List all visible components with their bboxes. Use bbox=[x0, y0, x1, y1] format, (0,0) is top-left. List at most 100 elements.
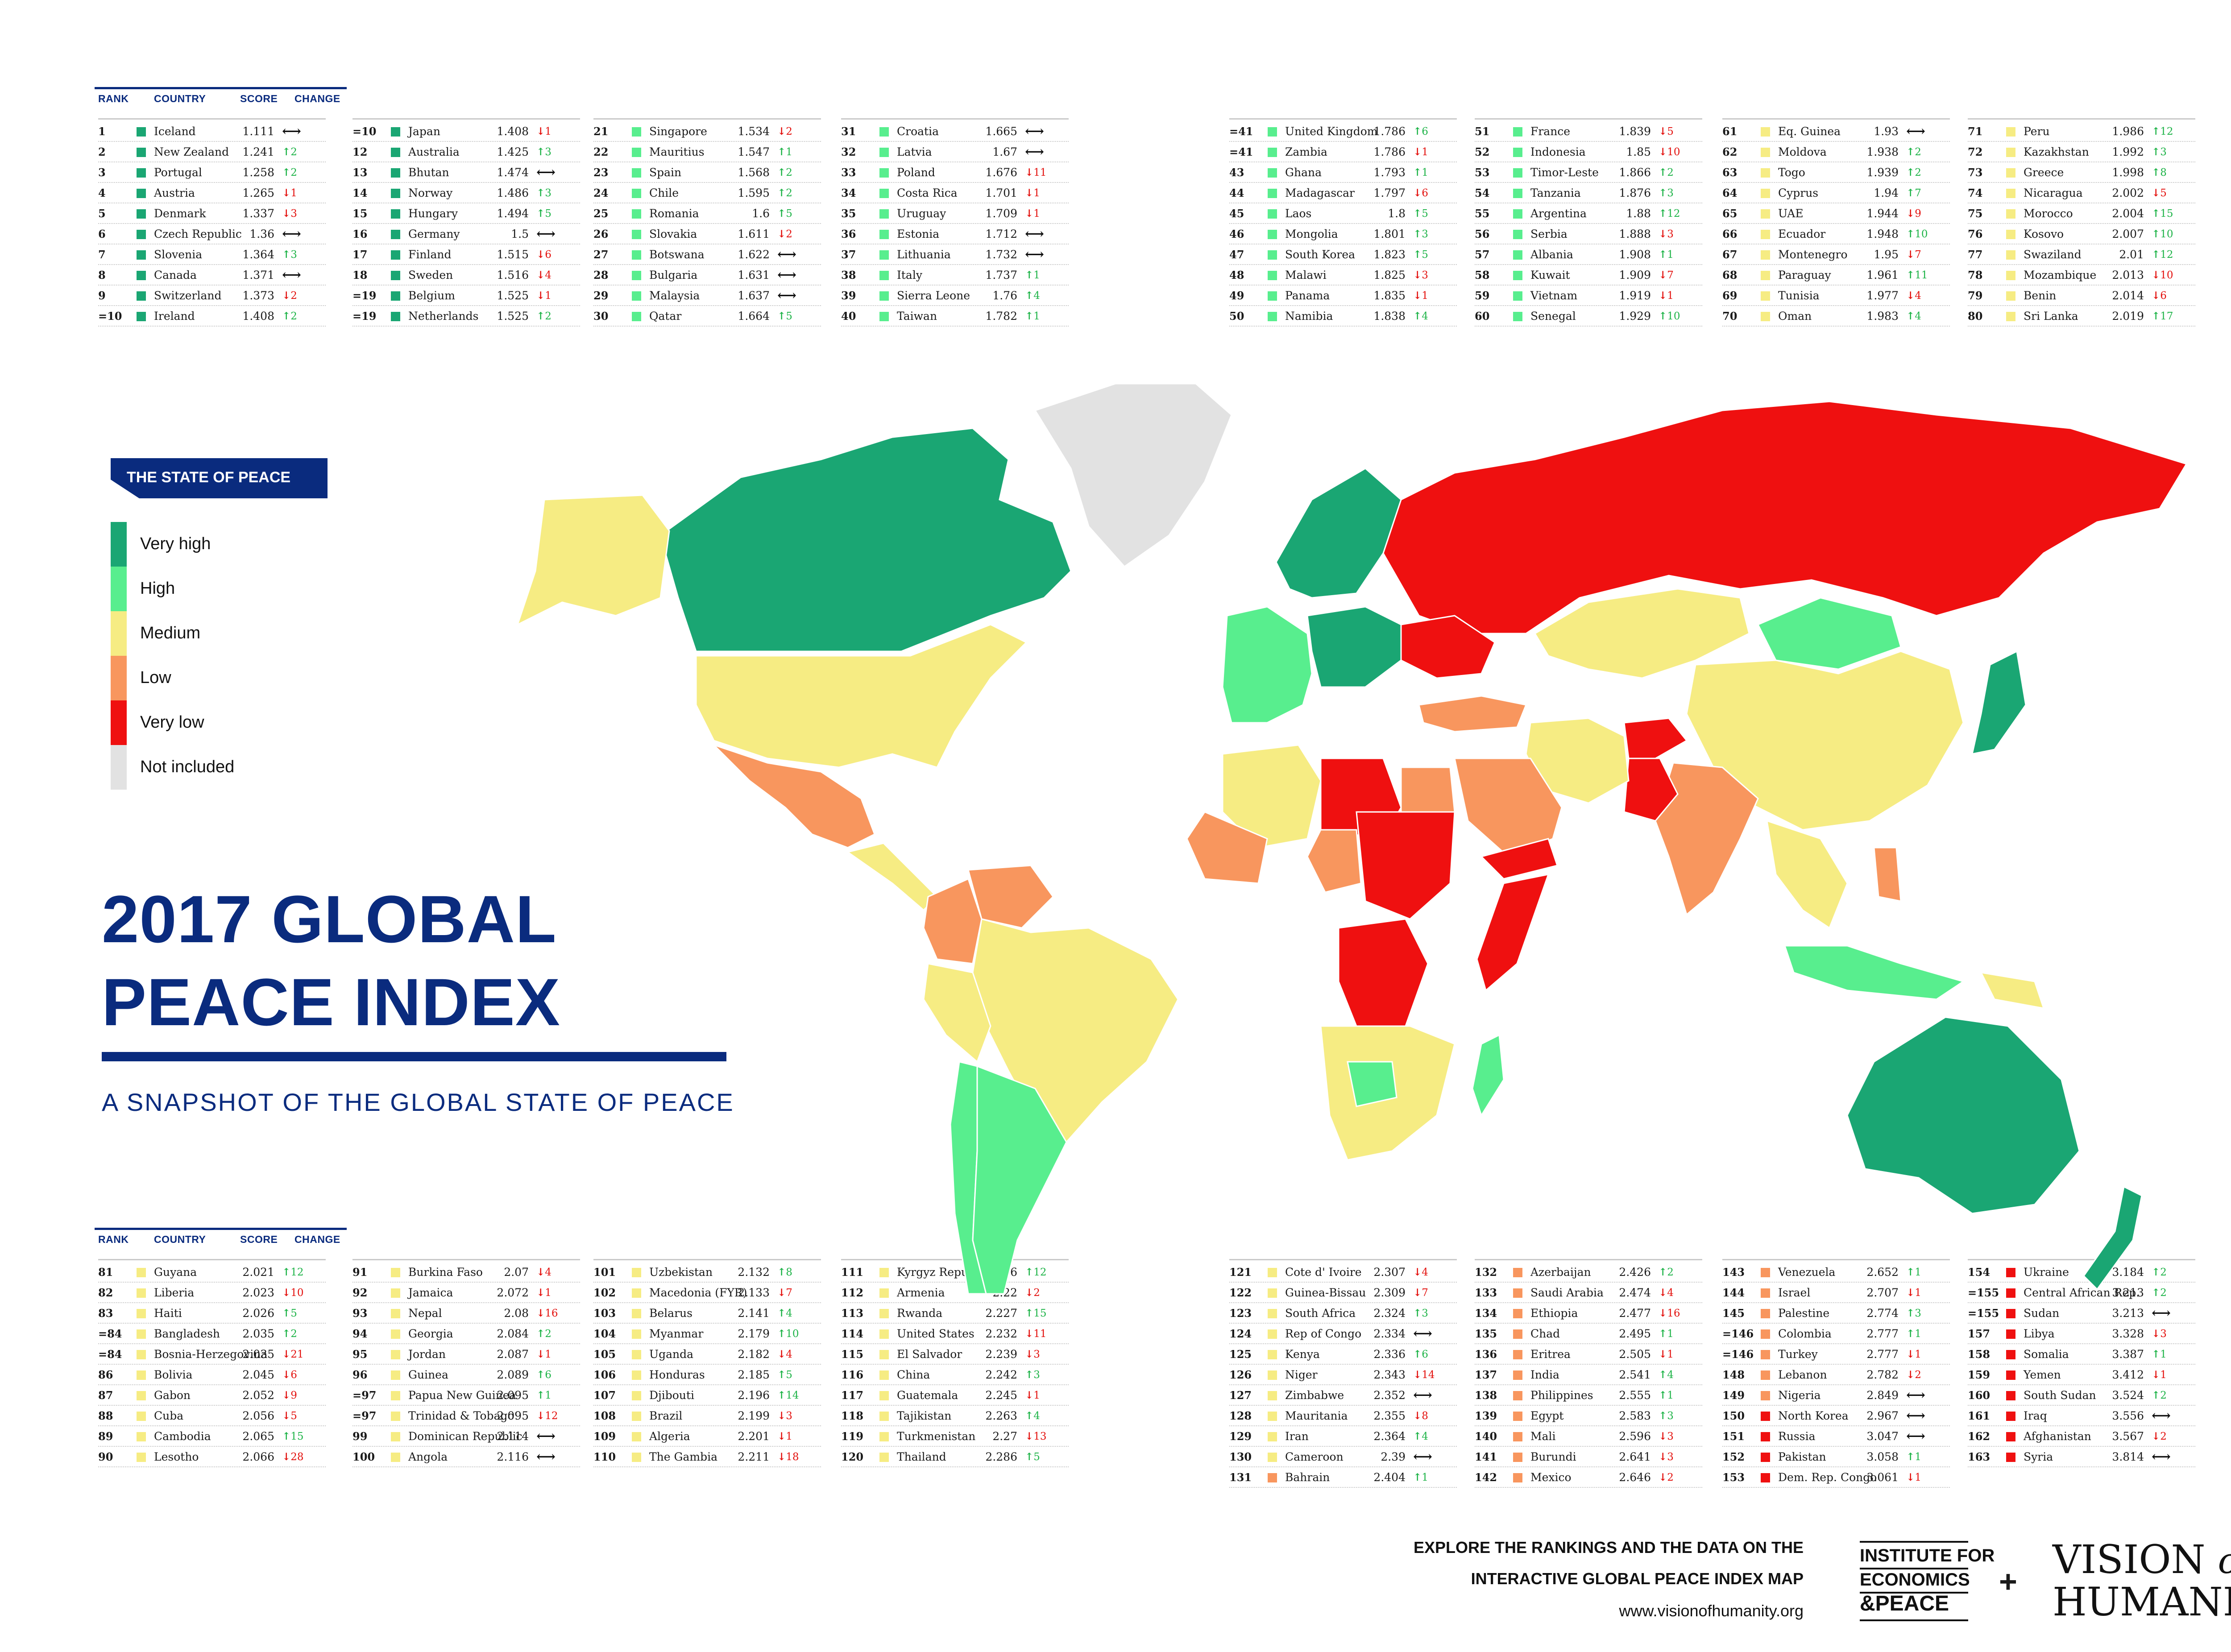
map-region-afghanistan[interactable] bbox=[1623, 717, 1688, 759]
map-region-new-zealand[interactable] bbox=[2083, 1185, 2143, 1291]
map-region-egypt[interactable] bbox=[1400, 766, 1456, 813]
change-value: 1 bbox=[1033, 208, 1040, 219]
score-cell: 3.213 bbox=[2112, 1286, 2144, 1299]
legend-swatch bbox=[111, 567, 127, 611]
map-region-turkey[interactable] bbox=[1418, 695, 1527, 733]
map-region-dr-congo[interactable] bbox=[1338, 918, 1429, 1027]
map-region-kazakhstan[interactable] bbox=[1534, 588, 1750, 679]
map-region-yemen[interactable] bbox=[1480, 838, 1558, 880]
level-swatch bbox=[879, 168, 889, 178]
country-cell: Algeria bbox=[649, 1430, 690, 1443]
country-cell: Chile bbox=[649, 186, 679, 199]
map-region-mali[interactable] bbox=[1186, 811, 1268, 884]
map-region-somalia[interactable] bbox=[1476, 874, 1550, 992]
change-value: 5 bbox=[290, 1308, 297, 1319]
map-region-philippines[interactable] bbox=[1873, 847, 1902, 902]
rank-cell: 75 bbox=[1968, 207, 1983, 220]
rank-cell: 16 bbox=[352, 228, 368, 240]
map-region-madagascar[interactable] bbox=[1472, 1034, 1505, 1117]
no-change-icon: ⟷ bbox=[1025, 144, 1045, 160]
change-cell: ↑10 bbox=[1906, 224, 1928, 244]
map-region-canada[interactable] bbox=[659, 427, 1072, 652]
legend-label: High bbox=[140, 579, 175, 598]
website-link[interactable]: www.visionofhumanity.org bbox=[1619, 1602, 1804, 1620]
ranking-row: 133 Saudi Arabia 2.474 ↓4 bbox=[1475, 1283, 1702, 1303]
level-swatch bbox=[632, 1391, 641, 1400]
map-region-botswana[interactable] bbox=[1347, 1061, 1397, 1107]
map-region-mongolia[interactable] bbox=[1757, 597, 1902, 670]
arrow-up-icon: ↑ bbox=[2152, 228, 2161, 240]
map-region-venezuela[interactable] bbox=[967, 865, 1054, 929]
map-region-sudan[interactable] bbox=[1356, 811, 1456, 920]
level-swatch bbox=[1268, 1453, 1277, 1462]
map-region-india[interactable] bbox=[1655, 762, 1759, 916]
rank-cell: 137 bbox=[1475, 1368, 1497, 1381]
map-region-europe-west[interactable] bbox=[1222, 606, 1313, 724]
arrow-down-icon: ↓ bbox=[777, 1348, 786, 1360]
map-region-europe-central[interactable] bbox=[1306, 606, 1402, 688]
ranking-row: 148 Lebanon 2.782 ↓2 bbox=[1722, 1365, 1950, 1385]
map-region-chad[interactable] bbox=[1306, 829, 1362, 893]
change-cell: ⟷ bbox=[777, 286, 796, 307]
level-swatch bbox=[1268, 250, 1277, 260]
ranking-row: 138 Philippines 2.555 ↑1 bbox=[1475, 1385, 1702, 1406]
country-cell: Ecuador bbox=[1778, 228, 1826, 240]
map-region-ukraine[interactable] bbox=[1400, 615, 1496, 679]
legend-swatch bbox=[111, 745, 127, 790]
map-region-united-states[interactable] bbox=[695, 624, 1028, 768]
change-value: 8 bbox=[2160, 167, 2167, 178]
arrow-up-icon: ↑ bbox=[777, 207, 786, 219]
level-swatch bbox=[391, 1432, 400, 1441]
country-cell: Switzerland bbox=[154, 289, 222, 302]
level-swatch bbox=[632, 250, 641, 260]
country-cell: Niger bbox=[1285, 1368, 1318, 1381]
level-swatch bbox=[879, 312, 889, 321]
score-cell: 2.201 bbox=[738, 1430, 770, 1443]
map-region-argentina[interactable] bbox=[972, 1065, 1067, 1295]
map-region-greenland[interactable] bbox=[1034, 383, 1232, 567]
no-change-icon: ⟷ bbox=[2152, 1449, 2171, 1465]
level-swatch bbox=[137, 271, 146, 280]
rank-cell: 119 bbox=[841, 1430, 864, 1443]
arrow-down-icon: ↓ bbox=[1413, 269, 1422, 281]
map-region-japan[interactable] bbox=[1971, 650, 2027, 755]
arrow-up-icon: ↑ bbox=[1659, 166, 1667, 178]
map-region-mexico[interactable] bbox=[713, 744, 875, 849]
map-region-colombia[interactable] bbox=[923, 878, 983, 965]
map-region-peru[interactable] bbox=[923, 963, 991, 1063]
country-cell: Tunisia bbox=[1778, 289, 1820, 302]
change-value: 3 bbox=[290, 208, 297, 219]
map-region-alaska[interactable] bbox=[516, 494, 670, 626]
change-cell: ↓2 bbox=[777, 121, 792, 142]
rank-cell: 88 bbox=[98, 1409, 113, 1422]
level-swatch bbox=[391, 1453, 400, 1462]
rank-cell: 44 bbox=[1229, 186, 1244, 199]
map-region-scandinavia[interactable] bbox=[1275, 468, 1402, 599]
ranking-row: 116 China 2.242 ↑3 bbox=[841, 1365, 1069, 1385]
change-value: 1 bbox=[1667, 290, 1674, 302]
score-cell: 2.066 bbox=[242, 1450, 274, 1463]
map-region-russia[interactable] bbox=[1382, 401, 2188, 634]
map-region-algeria[interactable] bbox=[1222, 744, 1322, 849]
map-region-indonesia[interactable] bbox=[1783, 945, 1965, 1000]
arrow-up-icon: ↑ bbox=[777, 1369, 786, 1381]
level-swatch bbox=[1761, 1309, 1770, 1318]
no-change-icon: ⟷ bbox=[1906, 1428, 1926, 1444]
arrow-down-icon: ↓ bbox=[1025, 1328, 1034, 1340]
arrow-down-icon: ↓ bbox=[2152, 290, 2161, 302]
score-cell: 2.352 bbox=[1373, 1389, 1406, 1402]
map-region-saudi-arabia[interactable] bbox=[1454, 758, 1563, 857]
level-swatch bbox=[632, 312, 641, 321]
score-cell: 1.547 bbox=[738, 145, 770, 158]
map-region-southeast-asia[interactable] bbox=[1766, 820, 1848, 929]
arrow-down-icon: ↓ bbox=[282, 1287, 291, 1299]
map-region-australia[interactable] bbox=[1846, 1016, 2080, 1214]
score-cell: 1.948 bbox=[1866, 228, 1899, 240]
map-region-central-america[interactable] bbox=[846, 842, 938, 911]
change-cell: ↓1 bbox=[1659, 1344, 1674, 1365]
score-cell: 1.944 bbox=[1866, 207, 1899, 220]
header-change: CHANGE bbox=[294, 1234, 340, 1245]
rank-cell: 101 bbox=[593, 1266, 616, 1279]
map-region-papua-new-guinea[interactable] bbox=[1980, 972, 2045, 1009]
country-cell: Denmark bbox=[154, 207, 206, 220]
